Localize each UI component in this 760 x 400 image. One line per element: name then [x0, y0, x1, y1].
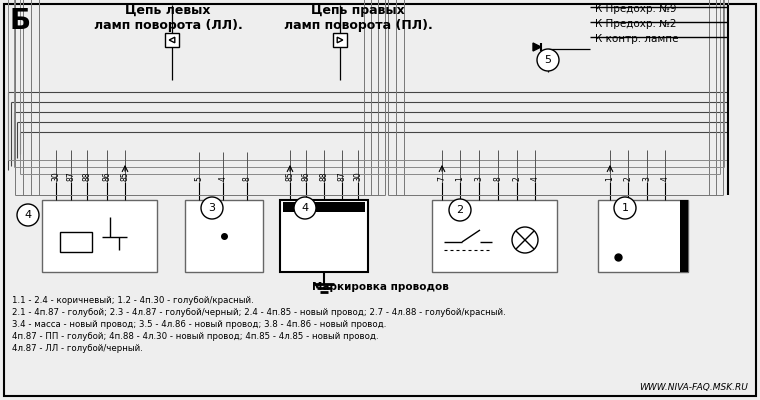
Circle shape	[512, 227, 538, 253]
Text: Цепь левых
ламп поворота (ЛЛ).: Цепь левых ламп поворота (ЛЛ).	[93, 4, 242, 32]
Bar	[60, 232, 92, 252]
Text: 85: 85	[121, 171, 129, 181]
Text: 1: 1	[455, 176, 464, 181]
Text: 2.1 - 4п.87 - голубой; 2.3 - 4л.87 - голубой/черный; 2.4 - 4п.85 - новый провод;: 2.1 - 4п.87 - голубой; 2.3 - 4л.87 - гол…	[12, 308, 505, 317]
Text: 86: 86	[103, 171, 112, 181]
Text: 85: 85	[286, 171, 295, 181]
Text: 4л.87 - ЛЛ - голубой/черный.: 4л.87 - ЛЛ - голубой/черный.	[12, 344, 143, 353]
Bar	[283, 202, 365, 212]
Text: 2: 2	[457, 205, 464, 215]
Text: 30: 30	[52, 171, 61, 181]
Polygon shape	[169, 37, 175, 43]
Bar	[680, 200, 688, 272]
Text: 3: 3	[208, 203, 216, 213]
Polygon shape	[533, 43, 541, 51]
Bar	[432, 200, 557, 272]
Polygon shape	[541, 60, 549, 68]
Text: 1: 1	[622, 203, 629, 213]
Text: 2: 2	[512, 176, 521, 181]
Text: Б: Б	[10, 7, 31, 35]
Circle shape	[17, 204, 39, 226]
Text: 8: 8	[493, 176, 502, 181]
Text: 4: 4	[530, 176, 540, 181]
Bar	[280, 200, 368, 272]
Text: 4: 4	[302, 203, 309, 213]
Bar	[185, 200, 263, 272]
Text: 4п.87 - ПП - голубой; 4п.88 - 4л.30 - новый провод; 4п.85 - 4л.85 - новый провод: 4п.87 - ПП - голубой; 4п.88 - 4л.30 - но…	[12, 332, 378, 341]
Text: К Предохр. №2: К Предохр. №2	[595, 19, 676, 29]
Text: 8: 8	[242, 176, 252, 181]
Text: 4: 4	[219, 176, 227, 181]
Text: 88: 88	[83, 172, 91, 181]
Text: Маркировка проводов: Маркировка проводов	[312, 282, 448, 292]
Bar	[42, 200, 157, 272]
Text: 1: 1	[606, 176, 615, 181]
Text: 2: 2	[623, 176, 632, 181]
Text: 30: 30	[353, 171, 363, 181]
Text: К контр. лампе: К контр. лампе	[595, 34, 679, 44]
Text: 7: 7	[438, 176, 447, 181]
Text: 86: 86	[302, 171, 311, 181]
Text: 5: 5	[544, 55, 552, 65]
Circle shape	[614, 197, 636, 219]
Circle shape	[201, 197, 223, 219]
Polygon shape	[337, 37, 343, 43]
Bar	[165, 33, 179, 47]
Bar	[333, 33, 347, 47]
Text: 1.1 - 2.4 - коричневый; 1.2 - 4п.30 - голубой/красный.: 1.1 - 2.4 - коричневый; 1.2 - 4п.30 - го…	[12, 296, 254, 305]
Text: 88: 88	[319, 172, 328, 181]
Text: 5: 5	[195, 176, 204, 181]
Bar	[598, 200, 688, 272]
Circle shape	[537, 49, 559, 71]
Text: 4: 4	[660, 176, 670, 181]
Text: 3.4 - масса - новый провод; 3.5 - 4л.86 - новый провод; 3.8 - 4п.86 - новый пров: 3.4 - масса - новый провод; 3.5 - 4л.86 …	[12, 320, 386, 329]
Circle shape	[294, 197, 316, 219]
Circle shape	[449, 199, 471, 221]
Text: 87: 87	[67, 171, 75, 181]
Text: К Предохр. №9: К Предохр. №9	[595, 4, 676, 14]
Text: 3: 3	[474, 176, 483, 181]
Text: Цепь правых
ламп поворота (ПЛ).: Цепь правых ламп поворота (ПЛ).	[283, 4, 432, 32]
Text: WWW.NIVA-FAQ.MSK.RU: WWW.NIVA-FAQ.MSK.RU	[639, 383, 748, 392]
Text: 87: 87	[337, 171, 347, 181]
Text: 4: 4	[24, 210, 32, 220]
Text: 3: 3	[642, 176, 651, 181]
